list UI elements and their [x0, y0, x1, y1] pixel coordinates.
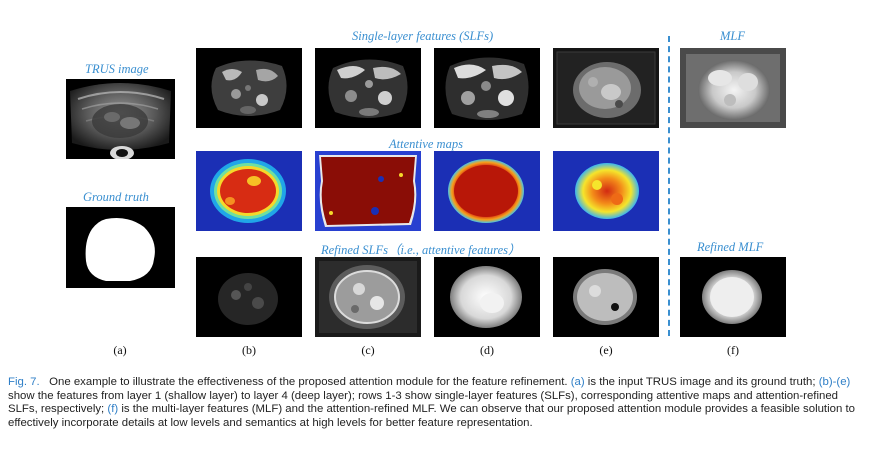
caption-ref-f[interactable]: (f): [107, 403, 119, 416]
caption-text-3: show the features from layer 1 (shallow …: [8, 389, 839, 416]
caption-ref-b[interactable]: (b): [818, 376, 833, 388]
attentive-map-layer-2: [315, 151, 421, 231]
trus-image-label: TRUS image: [85, 62, 149, 76]
refined-slf-layer-4: [553, 257, 659, 337]
slf-layer-4: [553, 48, 659, 128]
subfigure-label-c: (c): [361, 343, 375, 357]
caption-fig-label: Fig. 7.: [8, 376, 40, 388]
attentive-map-layer-3: [434, 151, 540, 231]
caption-text-2: is the input TRUS image and its ground t…: [587, 376, 816, 388]
mlf-label: MLF: [720, 29, 745, 43]
refined-slf-layer-2: [315, 257, 421, 337]
caption-text-4: is the multi-layer features (MLF) and th…: [8, 403, 855, 429]
attentive-maps-label: Attentive maps: [389, 137, 463, 151]
subfigure-label-f: (f): [727, 343, 739, 357]
caption-ref-a[interactable]: (a): [570, 376, 585, 388]
refined-slf-layer-3: [434, 257, 540, 337]
trus-image: [66, 79, 175, 159]
caption-text-1: One example to illustrate the effectiven…: [49, 376, 568, 388]
subfigure-label-a: (a): [113, 343, 127, 357]
column-divider: [668, 36, 670, 336]
ground-truth-label: Ground truth: [83, 190, 149, 204]
attentive-map-layer-1: [196, 151, 302, 231]
slf-layer-2: [315, 48, 421, 128]
subfigure-label-b: (b): [242, 343, 256, 357]
ground-truth-mask: [66, 207, 175, 288]
refined-mlf-label: Refined MLF: [697, 240, 764, 254]
refined-slfs-label: Refined SLFs（i.e., attentive features）: [321, 243, 521, 257]
refined-slf-layer-1: [196, 257, 302, 337]
refined-mlf-image: [680, 257, 786, 337]
figure-caption: Fig. 7. One example to illustrate the ef…: [8, 376, 870, 430]
caption-ref-dash: -: [832, 376, 837, 388]
slf-layer-1: [196, 48, 302, 128]
slf-layer-3: [434, 48, 540, 128]
subfigure-label-d: (d): [480, 343, 494, 357]
mlf-image: [680, 48, 786, 128]
caption-ref-e[interactable]: (e): [836, 376, 851, 388]
attentive-map-layer-4: [553, 151, 659, 231]
subfigure-label-e: (e): [599, 343, 613, 357]
slf-header: Single-layer features (SLFs): [352, 29, 494, 43]
